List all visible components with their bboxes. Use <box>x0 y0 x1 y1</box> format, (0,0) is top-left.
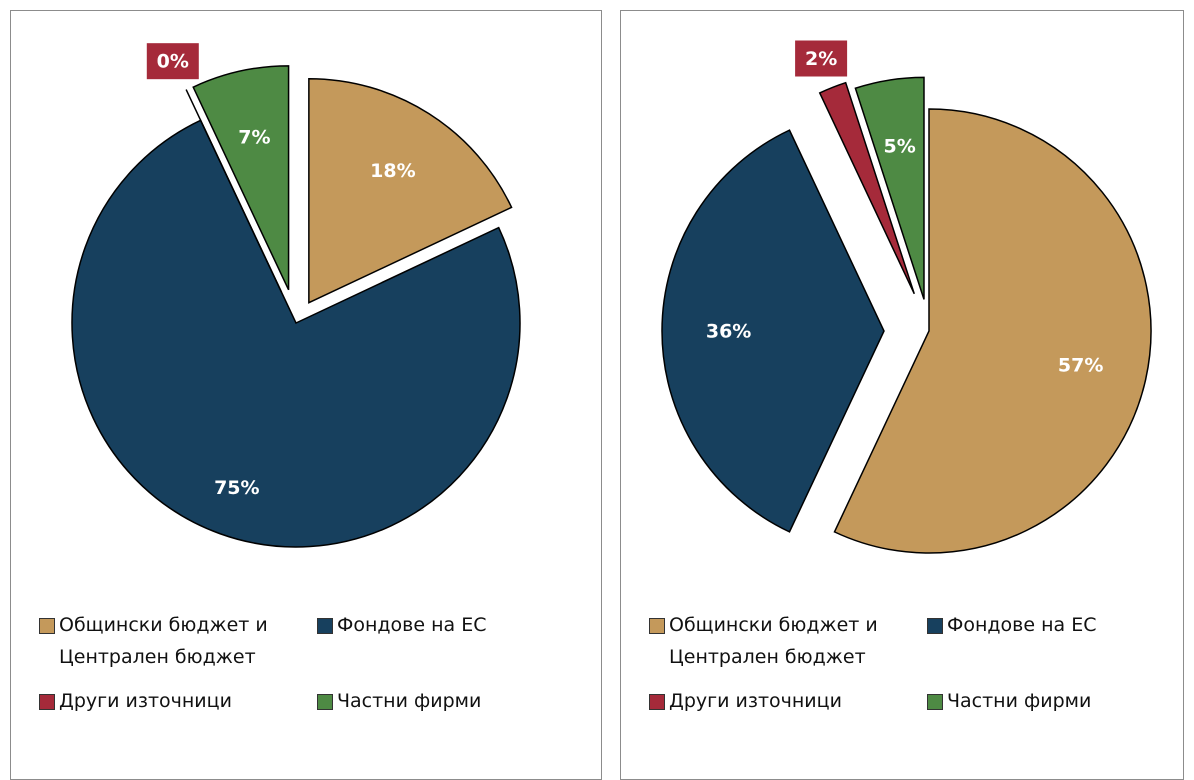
data-label: 7% <box>238 126 270 148</box>
pie: 18% 75% 0% 7% <box>71 43 521 548</box>
legend-label: Частни фирми <box>337 690 482 712</box>
legend-swatch <box>927 694 943 710</box>
data-label: 57% <box>1058 354 1103 376</box>
legend-swatch <box>39 694 55 710</box>
pie-slice <box>833 108 1152 554</box>
legend-item: Общински бюджет и Централен бюджет <box>39 609 317 673</box>
legend-item: Фондове на ЕС <box>317 609 577 673</box>
legend-label: Общински бюджет и Централен бюджет <box>59 614 268 668</box>
legend-swatch <box>317 694 333 710</box>
pie-slice <box>308 77 513 304</box>
legend: Общински бюджет и Централен бюджет Фондов… <box>649 609 1187 717</box>
legend-label: Общински бюджет и Централен бюджет <box>669 614 878 668</box>
data-label: 2% <box>805 48 837 70</box>
pie-slice <box>185 89 283 293</box>
pie: 57% 36% 2% 5% <box>661 40 1152 554</box>
data-label: 36% <box>706 321 751 343</box>
legend-label: Фондове на ЕС <box>337 614 487 636</box>
pie-slice <box>71 119 521 548</box>
legend-item: Фондове на ЕС <box>927 609 1187 673</box>
legend-label: Частни фирми <box>947 690 1092 712</box>
data-label: 5% <box>884 135 916 157</box>
legend-swatch <box>927 618 943 634</box>
legend-swatch <box>649 694 665 710</box>
legend-swatch <box>317 618 333 634</box>
pie-slice <box>818 81 915 295</box>
chart-panel: 57% 36% 2% 5% Общински бюджет и Централен бю… <box>620 10 1184 780</box>
label-box <box>795 40 848 77</box>
data-label: 18% <box>370 160 415 182</box>
label-box <box>146 43 199 80</box>
legend: Общински бюджет и Централен бюджет Фондов… <box>39 609 577 717</box>
legend-item: Частни фирми <box>317 685 577 717</box>
legend-item: Други източници <box>649 685 927 717</box>
legend-label: Други източници <box>669 690 842 712</box>
pie-slice <box>854 76 925 300</box>
pie-slice <box>192 65 290 291</box>
legend-item: Общински бюджет и Централен бюджет <box>649 609 927 673</box>
legend-item: Частни фирми <box>927 685 1187 717</box>
legend-swatch <box>649 618 665 634</box>
legend-label: Фондове на ЕС <box>947 614 1097 636</box>
legend-label: Други източници <box>59 690 232 712</box>
legend-swatch <box>39 618 55 634</box>
data-label: 75% <box>214 477 259 499</box>
pie-slice <box>661 129 885 533</box>
data-label: 0% <box>157 51 189 73</box>
legend-item: Други източници <box>39 685 317 717</box>
chart-panel: 18% 75% 0% 7% Общински бюджет и Централен бю… <box>10 10 602 780</box>
